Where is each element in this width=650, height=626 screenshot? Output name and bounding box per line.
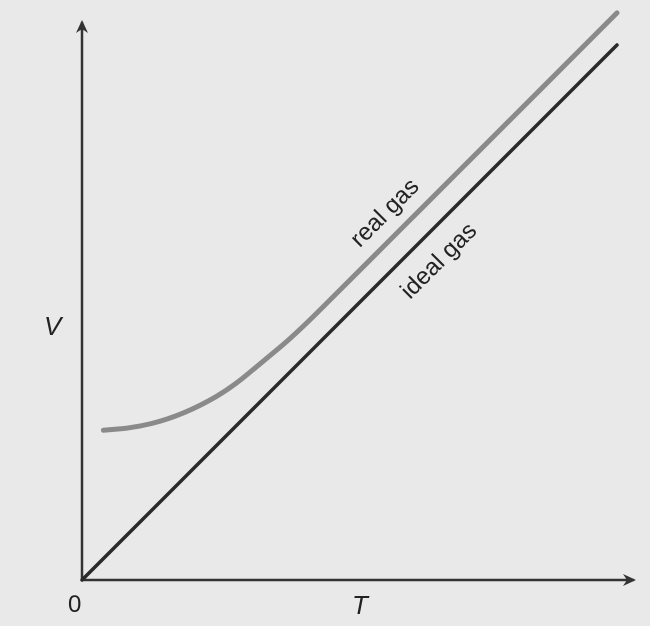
x-axis-label: T (352, 590, 370, 620)
series-label-ideal-gas: ideal gas (395, 217, 482, 304)
series-label-real-gas: real gas (345, 173, 424, 252)
axes (76, 20, 636, 586)
y-axis-label: V (44, 311, 64, 341)
origin-label: 0 (68, 591, 81, 618)
series-line-ideal-gas (80, 43, 619, 582)
series-line-real-gas (100, 10, 620, 433)
labels: 0 T V (44, 311, 370, 620)
